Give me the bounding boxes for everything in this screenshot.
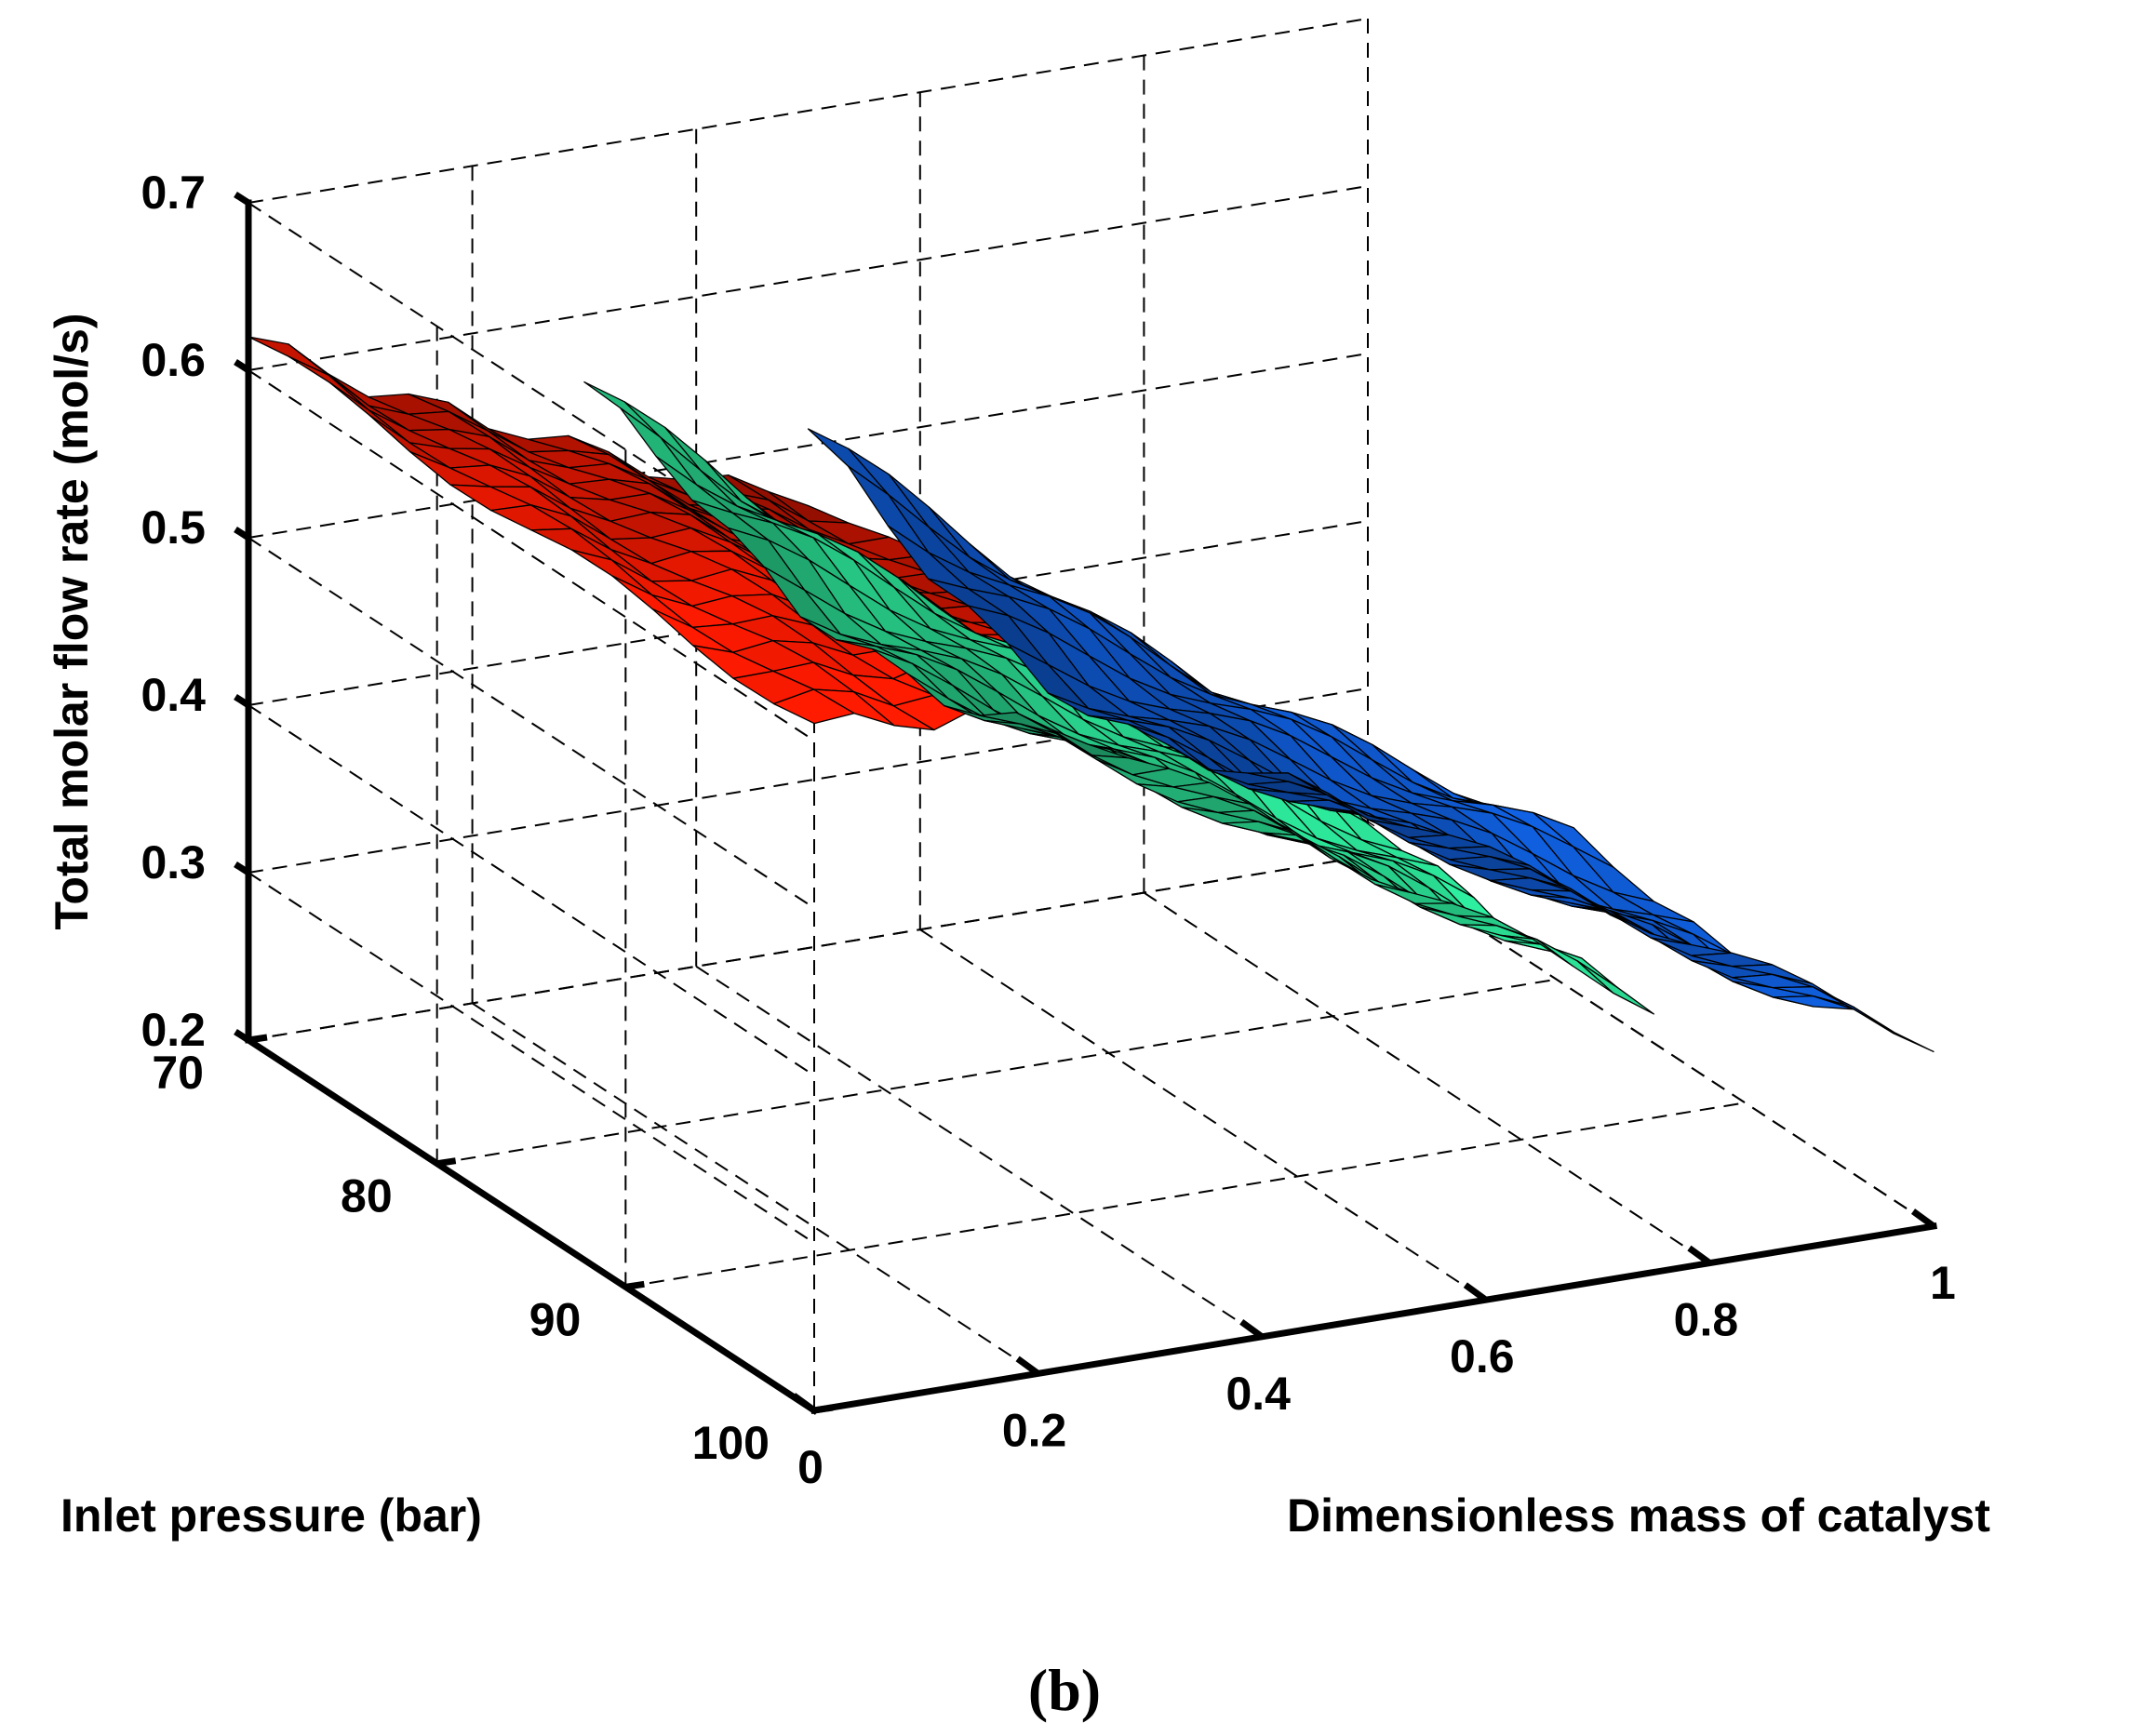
grid-line-floor-y-0 bbox=[248, 855, 1369, 1041]
surface-2-cell bbox=[1576, 960, 1654, 1015]
grid-line-side-z-3 bbox=[248, 537, 815, 909]
grid-line-floor-x-4 bbox=[1143, 891, 1710, 1264]
z-axis-label: Total molar flow rate (mol/s) bbox=[46, 313, 98, 929]
surface-3-cell bbox=[1852, 1006, 1935, 1053]
x-tick-mark bbox=[1687, 1245, 1712, 1266]
z-tick-mark bbox=[234, 1029, 250, 1043]
x-tick-label: 0.6 bbox=[1450, 1330, 1515, 1382]
z-tick-label: 0.2 bbox=[141, 1004, 206, 1056]
grid-line-floor-y-2 bbox=[625, 1102, 1746, 1289]
axis-layer bbox=[234, 192, 1938, 1415]
surface-3 bbox=[807, 428, 1935, 1053]
x-tick-label: 0.8 bbox=[1674, 1294, 1739, 1346]
z-tick-label: 0.3 bbox=[141, 836, 206, 888]
surface-2-cell bbox=[1536, 939, 1614, 995]
grid-line-side-z-1 bbox=[248, 872, 815, 1244]
x-tick-mark bbox=[1910, 1209, 1936, 1229]
z-tick-label: 0.6 bbox=[141, 334, 206, 386]
grid-line-floor-x-2 bbox=[695, 965, 1263, 1338]
grid-line-back-z-3 bbox=[248, 353, 1369, 539]
x-tick-label: 0.2 bbox=[1002, 1404, 1067, 1456]
y-tick-mark bbox=[813, 1404, 834, 1414]
grid-line-floor-x-3 bbox=[919, 928, 1487, 1302]
x-tick-mark bbox=[1239, 1318, 1265, 1340]
grid-line-floor-y-1 bbox=[436, 978, 1557, 1165]
x-tick-mark bbox=[1463, 1282, 1488, 1303]
grid-line-floor-x-1 bbox=[472, 1002, 1039, 1375]
label-layer: Total molar flow rate (mol/s) Inlet pres… bbox=[46, 167, 1990, 1723]
grid-line-back-z-5 bbox=[248, 18, 1369, 204]
y-tick-mark bbox=[248, 1034, 268, 1044]
y-tick-mark bbox=[436, 1157, 457, 1168]
z-tick-label: 0.7 bbox=[141, 167, 206, 219]
grid-line-back-z-4 bbox=[248, 185, 1369, 371]
x-tick-label: 0.4 bbox=[1225, 1368, 1291, 1420]
surface-3-cell bbox=[1812, 986, 1895, 1035]
x-tick-mark bbox=[791, 1393, 817, 1413]
x-axis-label: Dimensionless mass of catalyst bbox=[1287, 1489, 1990, 1542]
figure-caption: (b) bbox=[1028, 1657, 1101, 1723]
y-tick-label: 80 bbox=[341, 1170, 393, 1222]
z-tick-mark bbox=[234, 527, 250, 541]
grid-line-side-z-4 bbox=[248, 369, 815, 741]
z-tick-label: 0.4 bbox=[141, 669, 206, 721]
y-tick-label: 70 bbox=[152, 1047, 204, 1099]
surface-layer bbox=[248, 336, 1935, 1053]
y-tick-label: 100 bbox=[692, 1417, 770, 1469]
z-tick-mark bbox=[234, 861, 250, 875]
y-tick-mark bbox=[624, 1280, 645, 1290]
grid-line-side-z-2 bbox=[248, 704, 815, 1076]
z-tick-mark bbox=[234, 192, 250, 206]
x-tick-mark bbox=[1015, 1355, 1040, 1377]
z-tick-mark bbox=[234, 694, 250, 708]
y-axis-label: Inlet pressure (bar) bbox=[60, 1489, 482, 1542]
x-tick-label: 1 bbox=[1930, 1257, 1956, 1309]
grid-line-floor-edge bbox=[1367, 855, 1935, 1227]
x-axis-line bbox=[810, 1222, 1938, 1415]
y-axis-line bbox=[244, 1035, 819, 1415]
z-tick-mark bbox=[234, 359, 250, 373]
z-tick-label: 0.5 bbox=[141, 501, 206, 554]
y-tick-label: 90 bbox=[529, 1293, 582, 1345]
x-tick-label: 0 bbox=[797, 1441, 823, 1493]
